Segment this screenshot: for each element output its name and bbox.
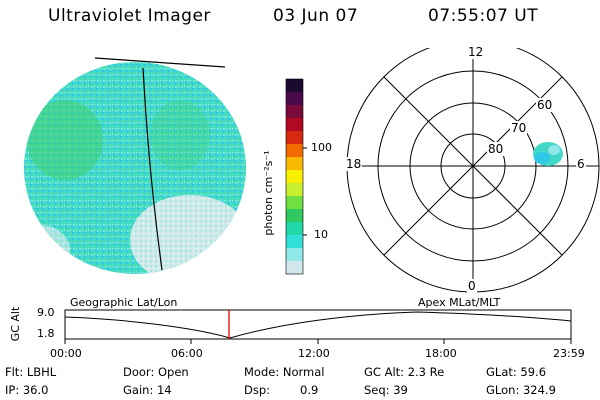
meridian-diagonal-2	[383, 76, 563, 256]
emission-patch	[533, 142, 563, 166]
colorbar-cell	[286, 118, 303, 132]
limb-line	[94, 57, 226, 68]
timeline-yaxis-label: GC Alt	[9, 306, 22, 342]
colorbar-cell	[286, 261, 303, 275]
geographic-image	[24, 57, 246, 274]
timeline-ytick-top: 9.0	[37, 306, 55, 319]
mlt-label-0: 0	[467, 279, 477, 293]
colorbar-cell	[286, 183, 303, 197]
info-seq: Seq: 39	[364, 383, 408, 397]
info-filter: Flt: LBHL	[5, 365, 57, 379]
colorbar-cell	[286, 235, 303, 249]
colorbar-unit-label: photon cm⁻²s⁻¹	[262, 150, 275, 236]
info-door: Door: Open	[123, 365, 189, 379]
instrument-title: Ultraviolet Imager	[48, 6, 211, 26]
xtick-0600: 06:00	[171, 347, 203, 360]
dayglow-faint-region	[130, 195, 246, 274]
lat-label-70: 70	[510, 121, 528, 135]
colorbar-cell	[286, 248, 303, 262]
bright-emission-region	[27, 100, 103, 180]
info-gain: Gain: 14	[123, 383, 172, 397]
altitude-timeline	[64, 309, 572, 344]
lat-label-80: 80	[487, 142, 505, 156]
mlt-label-6: 6	[576, 157, 586, 171]
colorbar-cell	[286, 170, 303, 184]
terminator-line	[142, 67, 163, 271]
colorbar-tick-10: 10	[314, 228, 328, 241]
xtick-1200: 12:00	[298, 347, 330, 360]
colorbar-cell	[286, 144, 303, 158]
xtick-1800: 18:00	[425, 347, 457, 360]
altitude-curve	[64, 311, 572, 339]
info-dsp-value: 0.9	[300, 383, 319, 397]
colorbar-cell	[286, 105, 303, 119]
colorbar-cell	[286, 79, 303, 93]
xtick-0000: 00:00	[50, 347, 82, 360]
timeline-left-title: Geographic Lat/Lon	[70, 296, 178, 309]
colorbar-cell	[286, 92, 303, 106]
mlt-label-18: 18	[345, 157, 363, 171]
timeline-right-title: Apex MLat/MLT	[418, 296, 501, 309]
time-label: 07:55:07 UT	[428, 6, 539, 26]
colorbar	[285, 78, 307, 275]
lat-label-60: 60	[536, 98, 554, 112]
info-mode: Mode: Normal	[244, 365, 325, 379]
polar-plot	[346, 48, 600, 293]
info-gc-alt: GC Alt: 2.3 Re	[364, 365, 445, 379]
xtick-2359: 23:59	[553, 347, 585, 360]
colorbar-cell	[286, 131, 303, 145]
mlt-label-12: 12	[466, 45, 486, 59]
colorbar-cell	[286, 222, 303, 236]
info-glon: GLon: 324.9	[486, 383, 556, 397]
colorbar-tick-100: 100	[311, 141, 332, 154]
info-glat: GLat: 59.6	[486, 365, 547, 379]
colorbar-cell	[286, 157, 303, 171]
colorbar-cell	[286, 196, 303, 210]
timeline-ytick-bottom: 1.8	[37, 327, 55, 340]
colorbar-cell	[286, 209, 303, 223]
info-ip: IP: 36.0	[5, 383, 49, 397]
info-dsp-label: Dsp:	[244, 383, 271, 397]
date-label: 03 Jun 07	[273, 6, 359, 26]
